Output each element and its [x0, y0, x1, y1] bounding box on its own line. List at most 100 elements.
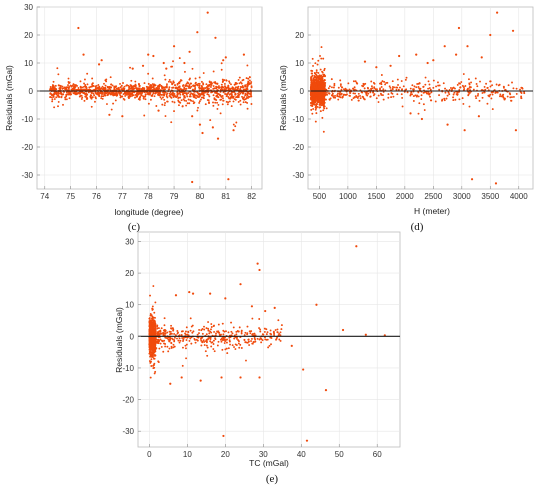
data-point [521, 87, 524, 90]
data-point [404, 78, 407, 81]
data-point [224, 336, 226, 339]
data-point [494, 91, 497, 94]
data-point [349, 94, 351, 97]
data-point [341, 86, 344, 89]
data-point [212, 87, 215, 90]
data-point [201, 340, 204, 343]
plot-frame-c [36, 6, 263, 190]
data-point [496, 11, 499, 14]
data-point [202, 72, 205, 74]
data-point [277, 319, 280, 322]
data-point [520, 97, 523, 100]
data-point [122, 88, 125, 91]
data-point [441, 98, 444, 101]
data-point [478, 99, 481, 102]
data-point [103, 82, 105, 85]
data-point [212, 70, 215, 73]
data-point [462, 102, 465, 105]
data-point [207, 327, 210, 330]
data-point [248, 330, 251, 333]
data-point [334, 96, 337, 99]
data-point [54, 88, 57, 91]
data-point [185, 357, 188, 360]
data-point [392, 95, 395, 98]
data-point [153, 354, 156, 357]
data-point [157, 340, 160, 342]
data-point [150, 94, 153, 97]
data-point [227, 101, 230, 104]
data-point [158, 84, 161, 87]
data-point [514, 129, 518, 132]
data-point [180, 330, 183, 333]
data-point [170, 345, 173, 348]
data-point [152, 326, 154, 329]
data-point [490, 97, 493, 100]
y-ticks-e: 30 20 10 0 -10 -20 -30 [122, 237, 141, 436]
data-point [173, 333, 176, 335]
data-point [172, 329, 175, 332]
data-point [470, 81, 473, 84]
data-point [315, 85, 318, 88]
data-point [476, 94, 479, 97]
data-point [321, 101, 324, 104]
data-point [114, 99, 117, 102]
data-point [187, 92, 190, 94]
data-point [427, 87, 430, 90]
data-point [163, 94, 166, 97]
data-point [169, 382, 172, 385]
data-point [322, 96, 324, 99]
data-point [388, 85, 391, 88]
data-point [215, 85, 218, 88]
data-point [162, 96, 164, 99]
data-point [340, 92, 343, 95]
data-point [166, 83, 168, 86]
x-tick-label: 3000 [453, 192, 471, 201]
data-point [183, 87, 186, 90]
data-point [345, 94, 347, 96]
data-point [89, 85, 92, 88]
data-point [198, 76, 201, 79]
data-point [160, 327, 163, 330]
data-point [176, 329, 179, 332]
data-point [226, 103, 229, 106]
data-point [164, 86, 167, 89]
data-point [81, 86, 84, 89]
data-point [413, 85, 416, 88]
data-point [247, 97, 249, 99]
data-point [415, 86, 418, 89]
data-point [118, 88, 121, 91]
data-point [272, 330, 275, 333]
data-point [311, 98, 314, 101]
data-point [266, 331, 269, 334]
data-point [200, 80, 203, 83]
data-point [325, 107, 328, 110]
data-point [217, 340, 220, 343]
data-point [239, 343, 242, 346]
data-point [151, 86, 154, 89]
data-point [302, 368, 305, 371]
data-point [489, 33, 492, 37]
data-point [265, 338, 268, 341]
data-point [423, 109, 426, 112]
data-point [491, 84, 494, 87]
data-point [65, 88, 68, 91]
data-point [506, 95, 509, 98]
data-point [212, 104, 215, 107]
data-point [244, 331, 247, 334]
data-point [220, 340, 223, 343]
data-point [488, 95, 491, 98]
data-point [94, 86, 97, 89]
data-point [230, 95, 233, 98]
data-point [491, 108, 494, 111]
data-point [133, 87, 136, 90]
data-point [65, 98, 68, 101]
data-point [260, 341, 263, 344]
data-point [120, 95, 122, 98]
data-point [129, 95, 132, 98]
data-point [238, 82, 241, 85]
data-point [310, 76, 313, 79]
data-point [427, 80, 430, 83]
data-point [246, 88, 249, 91]
data-point [168, 330, 171, 333]
data-point [319, 95, 322, 97]
